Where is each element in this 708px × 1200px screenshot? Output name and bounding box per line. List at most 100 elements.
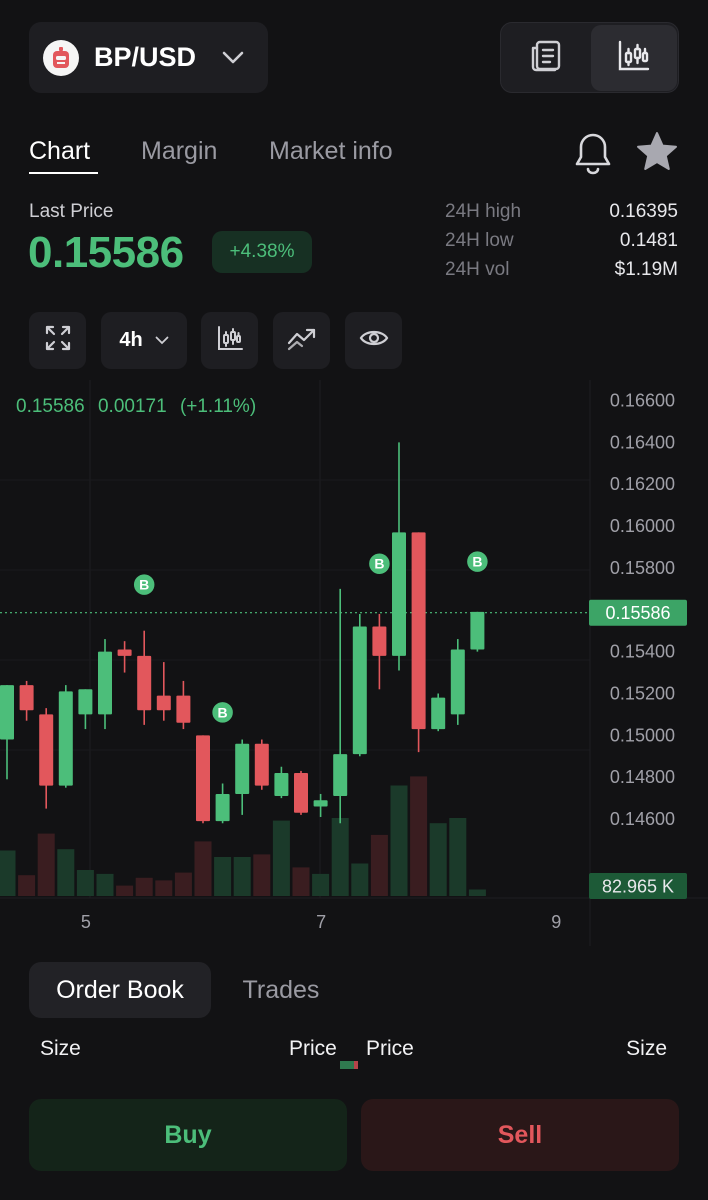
pair-selector[interactable]: BP/USD — [29, 22, 268, 93]
candle-body — [0, 685, 14, 740]
y-tick-label: 0.16600 — [610, 390, 675, 410]
candlestick-view-button[interactable] — [591, 25, 677, 91]
volume-bar — [214, 857, 232, 896]
candle-body — [215, 793, 230, 822]
volume-bar — [233, 857, 251, 896]
drawing-tools-button[interactable] — [273, 312, 330, 369]
stat-high-label: 24H high — [445, 201, 522, 222]
candle-body — [19, 685, 34, 711]
candle-body — [235, 743, 250, 794]
buy-marker-label: B — [139, 577, 149, 593]
volume-bar — [135, 877, 153, 896]
y-tick-label: 0.15400 — [610, 642, 675, 662]
buy-button[interactable]: Buy — [29, 1099, 347, 1171]
tab-margin[interactable]: Margin — [141, 137, 218, 165]
tab-chart[interactable]: Chart — [29, 137, 91, 165]
y-tick-label: 0.14600 — [610, 809, 675, 829]
spread-indicator — [340, 1061, 358, 1069]
volume-bar — [0, 850, 16, 896]
bell-icon[interactable] — [572, 131, 614, 180]
y-tick-label: 0.16200 — [610, 474, 675, 494]
bid-size-header: Size — [40, 1037, 81, 1060]
buy-marker — [132, 572, 156, 597]
volume-bar — [331, 818, 349, 896]
timeframe-select[interactable]: 4h — [101, 312, 187, 369]
volume-bar — [312, 873, 330, 896]
volume-bar — [351, 863, 369, 896]
volume-bar — [292, 867, 310, 896]
candle-body — [58, 691, 73, 786]
x-tick-label: 9 — [551, 912, 561, 932]
eye-icon — [359, 327, 389, 354]
candle-body — [450, 649, 465, 715]
change-badge: +4.38% — [212, 231, 312, 273]
candle-body — [98, 651, 112, 715]
chevron-down-icon — [155, 336, 169, 345]
y-tick-label: 0.15200 — [610, 683, 675, 703]
legend-change-pct: (+1.11%) — [179, 396, 257, 417]
candle-body — [274, 773, 289, 797]
candle-body — [352, 626, 367, 755]
buy-marker — [465, 549, 490, 574]
volume-tag — [589, 873, 687, 899]
candlestick-view-icon — [616, 38, 652, 79]
trend-line-icon — [287, 325, 317, 356]
y-tick-label: 0.15800 — [610, 558, 675, 578]
tab-order-book[interactable]: Order Book — [29, 962, 211, 1018]
candle-body — [156, 695, 171, 711]
sell-button[interactable]: Sell — [361, 1099, 679, 1171]
tab-trades[interactable]: Trades — [242, 975, 320, 1004]
y-tick-label: 0.15000 — [610, 725, 675, 745]
volume-bar — [429, 823, 447, 896]
candle-body — [431, 697, 446, 730]
candle-body — [137, 655, 152, 711]
last-price-value: 0.15586 — [28, 228, 184, 277]
tab-market-info[interactable]: Market info — [269, 137, 393, 165]
volume-bar — [116, 885, 134, 896]
volume-bar — [390, 785, 408, 896]
candle-body — [372, 626, 387, 656]
stat-vol-value: $1.19M — [614, 259, 678, 280]
candle-body — [470, 611, 485, 650]
y-tick-label: 0.14800 — [610, 767, 675, 787]
candle-body — [333, 754, 348, 797]
candle-body — [294, 773, 308, 813]
candle-body — [117, 649, 132, 656]
volume-bar — [76, 870, 94, 896]
candlestick-icon — [216, 324, 244, 357]
candle-body — [78, 689, 93, 715]
volume-bar — [155, 880, 173, 896]
expand-icon — [44, 324, 72, 357]
volume-tag-label: 82.965 K — [602, 877, 674, 897]
buy-marker-label: B — [218, 704, 228, 720]
volume-bar — [272, 820, 290, 896]
ask-price-header: Price — [366, 1037, 414, 1060]
fullscreen-button[interactable] — [29, 312, 86, 369]
star-icon[interactable] — [635, 131, 679, 178]
orderbook-view-button[interactable] — [503, 25, 589, 91]
last-price-tag-label: 0.15586 — [605, 603, 670, 623]
volume-bar — [37, 833, 55, 896]
volume-bar — [370, 834, 388, 896]
timeframe-value: 4h — [119, 329, 143, 351]
indicators-button[interactable] — [201, 312, 258, 369]
stat-low-label: 24H low — [445, 230, 514, 251]
orderbook-view-icon — [528, 38, 564, 79]
chart-legend: 0.15586 0.00171 (+1.11%) — [16, 396, 264, 418]
candle-body — [254, 743, 269, 786]
y-tick-label: 0.16000 — [610, 516, 675, 536]
volume-bar — [253, 854, 271, 896]
legend-change: 0.00171 — [97, 396, 167, 417]
price-chart[interactable]: 0.16600 0.16400 0.16200 0.16000 0.15800 0.154… — [0, 380, 708, 946]
candle-body — [392, 532, 406, 656]
candle-body — [176, 695, 191, 723]
volume-bar — [449, 818, 467, 896]
candle-body — [411, 532, 426, 730]
stat-high-value: 0.16395 — [609, 201, 678, 222]
last-price-tag — [589, 599, 687, 626]
visibility-toggle[interactable] — [345, 312, 402, 369]
buy-marker-label: B — [374, 556, 384, 572]
volume-bar — [57, 849, 75, 896]
x-tick-label: 7 — [316, 912, 326, 932]
buy-marker — [367, 551, 392, 576]
